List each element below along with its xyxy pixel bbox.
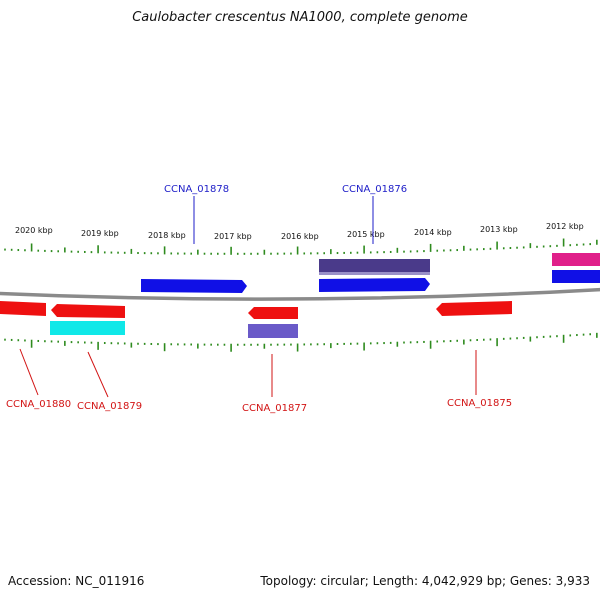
- gene-label[interactable]: CCNA_01877: [242, 403, 307, 414]
- genome-backbone: [0, 287, 600, 301]
- tick-label: 2017 kbp: [214, 232, 252, 241]
- tick-row-outer: [4, 238, 598, 255]
- gene-feature-ccna-01880[interactable]: [0, 301, 46, 316]
- tick-row-inner: [4, 332, 598, 352]
- tick-label: 2016 kbp: [281, 232, 319, 241]
- tick-label: 2019 kbp: [81, 229, 119, 238]
- feature-track-purple[interactable]: [319, 259, 430, 273]
- tick-labels: 2020 kbp 2019 kbp 2018 kbp 2017 kbp 2016…: [15, 222, 584, 241]
- gene-labels: CCNA_01878 CCNA_01876 CCNA_01880 CCNA_01…: [6, 184, 512, 414]
- map-title: Caulobacter crescentus NA1000, complete …: [132, 10, 468, 25]
- gene-label[interactable]: CCNA_01875: [447, 398, 512, 409]
- tick-label: 2013 kbp: [480, 225, 518, 234]
- gene-feature-ccna-01877[interactable]: [248, 307, 298, 319]
- tick-label: 2018 kbp: [148, 231, 186, 240]
- feature-track-violet[interactable]: [248, 324, 298, 338]
- gene-label[interactable]: CCNA_01880: [6, 399, 71, 410]
- feature-edge-blue[interactable]: [552, 270, 600, 283]
- gene-label[interactable]: CCNA_01878: [164, 184, 229, 195]
- gene-feature-ccna-01875[interactable]: [436, 301, 512, 316]
- reverse-features: [0, 301, 512, 338]
- gene-feature-ccna-01876[interactable]: [319, 278, 430, 292]
- tick-label: 2014 kbp: [414, 228, 452, 237]
- gene-feature-ccna-01879[interactable]: [51, 304, 125, 318]
- feature-track-purple-shadow: [319, 272, 430, 275]
- tick-label: 2015 kbp: [347, 230, 385, 239]
- forward-features: [141, 253, 600, 293]
- feature-track-cyan[interactable]: [50, 321, 125, 335]
- tick-label: 2020 kbp: [15, 226, 53, 235]
- genome-summary-text: Topology: circular; Length: 4,042,929 bp…: [260, 574, 590, 588]
- gene-feature-ccna-01878[interactable]: [141, 279, 247, 293]
- tick-label: 2012 kbp: [546, 222, 584, 231]
- gene-label[interactable]: CCNA_01876: [342, 184, 407, 195]
- accession-text: Accession: NC_011916: [8, 574, 145, 588]
- gene-label[interactable]: CCNA_01879: [77, 401, 142, 412]
- label-leaders: [19, 196, 477, 398]
- feature-edge-magenta[interactable]: [552, 253, 600, 266]
